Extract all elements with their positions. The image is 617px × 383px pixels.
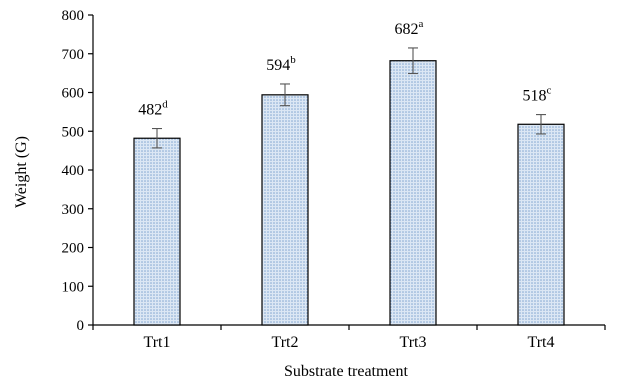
x-tick-label: Trt4: [528, 334, 555, 351]
x-tick-label: Trt1: [144, 334, 171, 351]
data-label-value: 594: [266, 57, 290, 74]
x-tick-label: Trt2: [272, 334, 299, 351]
error-bar-trt2: [280, 83, 290, 107]
significance-letter: c: [547, 85, 552, 97]
y-tick-label: 0: [77, 318, 85, 334]
bar-trt3: [389, 60, 437, 326]
y-tick-label: 400: [62, 163, 85, 179]
error-bars: [152, 47, 546, 149]
data-label-trt2: 594b: [266, 54, 296, 74]
y-tick-label: 200: [62, 241, 85, 257]
data-label-value: 482: [138, 102, 162, 119]
y-tick-label: 700: [62, 47, 85, 63]
y-tick-label: 500: [62, 124, 85, 140]
error-bar-trt1: [152, 127, 162, 149]
data-label-value: 682: [395, 21, 419, 38]
y-tick-label: 100: [62, 279, 85, 295]
error-bar-trt4: [536, 114, 546, 135]
significance-letter: a: [419, 18, 424, 30]
y-tick-label: 600: [62, 86, 85, 102]
y-tick-label: 800: [62, 8, 85, 24]
error-bar-trt3: [408, 47, 418, 75]
x-axis: Trt1 Trt2 Trt3 Trt4: [92, 324, 606, 351]
significance-letter: b: [290, 54, 296, 66]
significance-letter: d: [162, 99, 168, 111]
data-label-trt4: 518c: [523, 85, 552, 105]
bar-trt4: [517, 123, 565, 326]
x-tick-label: Trt3: [400, 334, 427, 351]
x-axis-title: Substrate treatment: [284, 363, 409, 380]
y-tick-label: 300: [62, 202, 85, 218]
data-label-value: 518: [523, 88, 547, 105]
y-axis-title: Weight (G): [13, 136, 30, 208]
bar-trt2: [261, 94, 309, 326]
data-labels: 482d 594b 682a 518c: [138, 18, 551, 119]
bars: [133, 60, 565, 326]
bar-trt1: [133, 137, 181, 326]
y-axis: 0 100 200 300 400 500 600 700 800: [62, 8, 94, 334]
data-label-trt1: 482d: [138, 99, 168, 119]
data-label-trt3: 682a: [395, 18, 424, 38]
